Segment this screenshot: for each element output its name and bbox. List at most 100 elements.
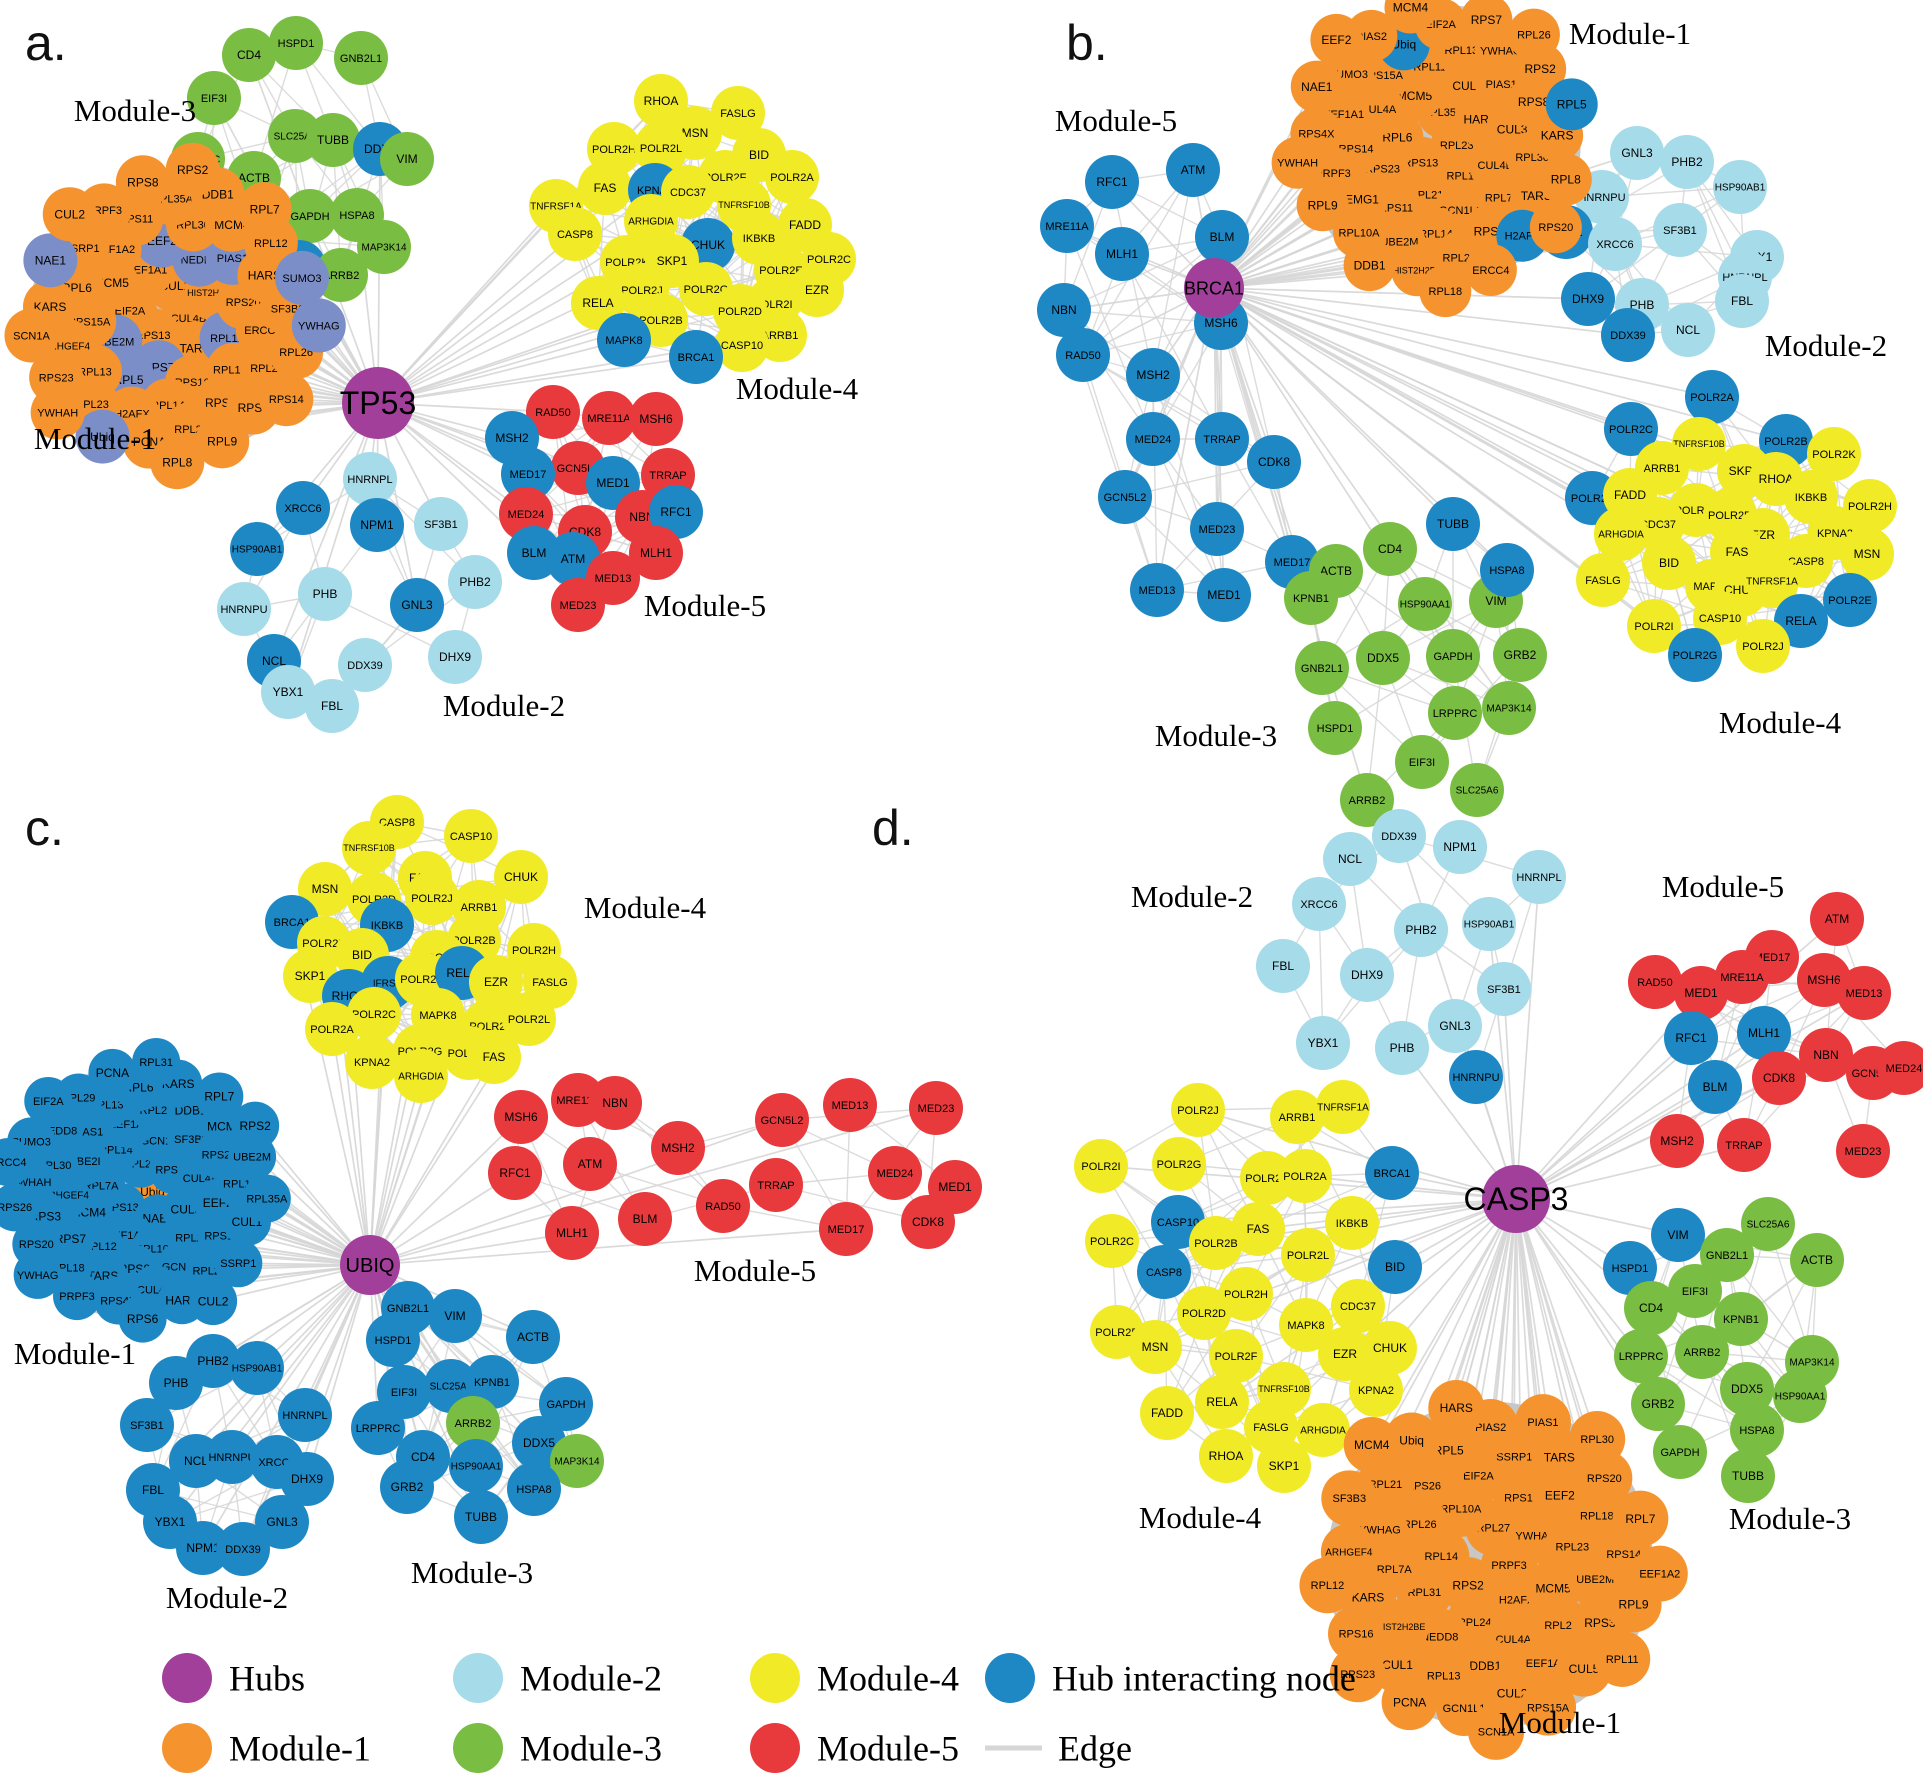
panel-letter-c: c.: [25, 800, 64, 856]
node-mlh1: MLH1: [1737, 1006, 1791, 1060]
node-label: MCM4: [1393, 1, 1429, 15]
node-gnb2l1: GNB2L1: [1295, 641, 1349, 695]
node-label: CHUK: [504, 870, 538, 884]
node-label: DHX9: [439, 650, 471, 664]
node-ddx5: DDX5: [1720, 1362, 1774, 1416]
module-title-module-2: Module-2: [166, 1580, 288, 1615]
node-ddx39: DDX39: [1601, 308, 1655, 362]
node-label: GRB2: [391, 1480, 424, 1494]
node-label: ATM: [561, 552, 585, 566]
node-label: DDX39: [225, 1544, 260, 1556]
node-label: POLR2E: [759, 265, 802, 277]
node-label: GRB2: [1642, 1397, 1675, 1411]
node-label: GNB2L1: [1301, 663, 1343, 675]
node-polr2c: POLR2C: [1604, 402, 1658, 456]
nodes: CD4HSPD1GNB2L1EIF3ISLC25A6TUBBDDX5VIMLRP…: [4, 16, 856, 733]
node-label: PHB: [164, 1376, 189, 1390]
node-label: GNB2L1: [340, 53, 382, 65]
node-cd4: CD4: [1624, 1281, 1678, 1335]
node-label: MED1: [1207, 588, 1241, 602]
node-label: CUL5: [171, 1203, 202, 1217]
node-label: ARRB1: [1644, 463, 1681, 475]
node-kpnb1: KPNB1: [1284, 571, 1338, 625]
node-label: MSN: [1142, 1340, 1169, 1354]
hub-label: UBIQ: [346, 1255, 395, 1277]
node-ddx39: DDX39: [1372, 809, 1426, 863]
node-grb2: GRB2: [1493, 628, 1547, 682]
node-casp10: CASP10: [715, 318, 769, 372]
node-fbl: FBL: [305, 679, 359, 733]
node-eif3i: EIF3I: [1395, 735, 1449, 789]
node-label: YWHAG: [1480, 45, 1522, 57]
node-chuk: CHUK: [494, 850, 548, 904]
node-label: DDB1: [1354, 258, 1386, 272]
node-label: YWHAG: [17, 1270, 59, 1282]
node-label: POLR2E: [302, 938, 345, 950]
hub-brca1: BRCA1: [1184, 258, 1244, 318]
node-label: SLC25A6: [1456, 786, 1499, 797]
node-vim: VIM: [428, 1289, 482, 1343]
node-label: YWHAH: [37, 407, 78, 419]
node-dhx9: DHX9: [428, 630, 482, 684]
node-label: MSH6: [504, 1110, 538, 1124]
legend-label: Module-1: [229, 1729, 371, 1769]
node-label: MCM4: [1354, 1438, 1390, 1452]
node-lrpprc: LRPPRC: [1428, 686, 1482, 740]
node-label: MAP3K14: [1789, 1358, 1834, 1369]
node-label: YWHAH: [1277, 158, 1318, 170]
node-label: CASP8: [557, 229, 593, 241]
node-ddx5: DDX5: [1356, 631, 1410, 685]
node-label: POLR2I: [1081, 1161, 1120, 1173]
panel-b: ATM RFC1 MRE11A MLH1 BLM NBN MSH6 RAD50 MSH2 MED2…: [1037, 0, 1897, 827]
node-label: RPL26: [1403, 1519, 1437, 1531]
node-label: EIF2A: [1425, 19, 1456, 31]
node-label: DDB1: [202, 188, 234, 202]
node-label: RPS23: [39, 372, 74, 384]
node-label: POLR2A: [310, 1024, 354, 1036]
node-label: RPL11: [1413, 61, 1446, 73]
node-label: POLR2B: [1764, 436, 1807, 448]
node-hnrnpl: HNRNPL: [343, 452, 397, 506]
node-polr2e: POLR2E: [1823, 573, 1877, 627]
node-hspd1: HSPD1: [1603, 1241, 1657, 1295]
node-label: RFC1: [1096, 175, 1128, 189]
node-label: MAP3K14: [554, 1457, 599, 1468]
node-nbn: NBN: [1037, 283, 1091, 337]
node-xrcc6: XRCC6: [1292, 877, 1346, 931]
node-label: ARHGEF4: [43, 341, 91, 352]
node-tnfrsf10b: TNFRSF10B: [342, 821, 396, 875]
node-label: PHB: [1390, 1041, 1415, 1055]
node-rps6: RPS6: [118, 1294, 167, 1343]
node-polr2g: POLR2G: [1152, 1137, 1206, 1191]
node-rpl26: RPL26: [1507, 8, 1560, 61]
node-ddx39: DDX39: [338, 638, 392, 692]
node-gapdh: GAPDH: [539, 1377, 593, 1431]
node-label: SKP1: [1269, 1459, 1300, 1473]
node-atm: ATM: [546, 532, 600, 586]
node-hsp90ab1: HSP90AB1: [1713, 160, 1767, 214]
hub-label: CASP3: [1464, 1181, 1569, 1217]
node-label: EIF3I: [201, 93, 227, 105]
node-label: RELA: [1785, 614, 1816, 628]
node-grb2: GRB2: [1631, 1377, 1685, 1431]
node-cul2: CUL2: [189, 1277, 238, 1326]
node-label: RPL35A: [246, 1193, 288, 1205]
node-arhgdia: ARHGDIA: [394, 1049, 448, 1103]
node-label: FBL: [1731, 294, 1753, 308]
node-label: RPS13: [1504, 1492, 1539, 1504]
legend-swatch: [985, 1653, 1035, 1703]
legend-item-module-2: Module-2: [453, 1653, 662, 1703]
node-label: YBX1: [155, 1515, 186, 1529]
node-skp1: SKP1: [1257, 1439, 1311, 1493]
node-label: RPL10A: [1440, 1504, 1482, 1516]
node-npm1: NPM1: [350, 498, 404, 552]
node-label: POLR2L: [640, 143, 682, 155]
node-label: PIAS1: [1486, 79, 1517, 91]
node-label: RELA: [582, 296, 613, 310]
node-label: MED24: [1886, 1063, 1923, 1075]
node-tubb: TUBB: [306, 113, 360, 167]
node-label: HSPD1: [1317, 723, 1354, 735]
node-brca1: BRCA1: [1365, 1146, 1419, 1200]
legend-label: Module-5: [817, 1729, 959, 1769]
hub-ubiq: UBIQ: [340, 1235, 400, 1295]
